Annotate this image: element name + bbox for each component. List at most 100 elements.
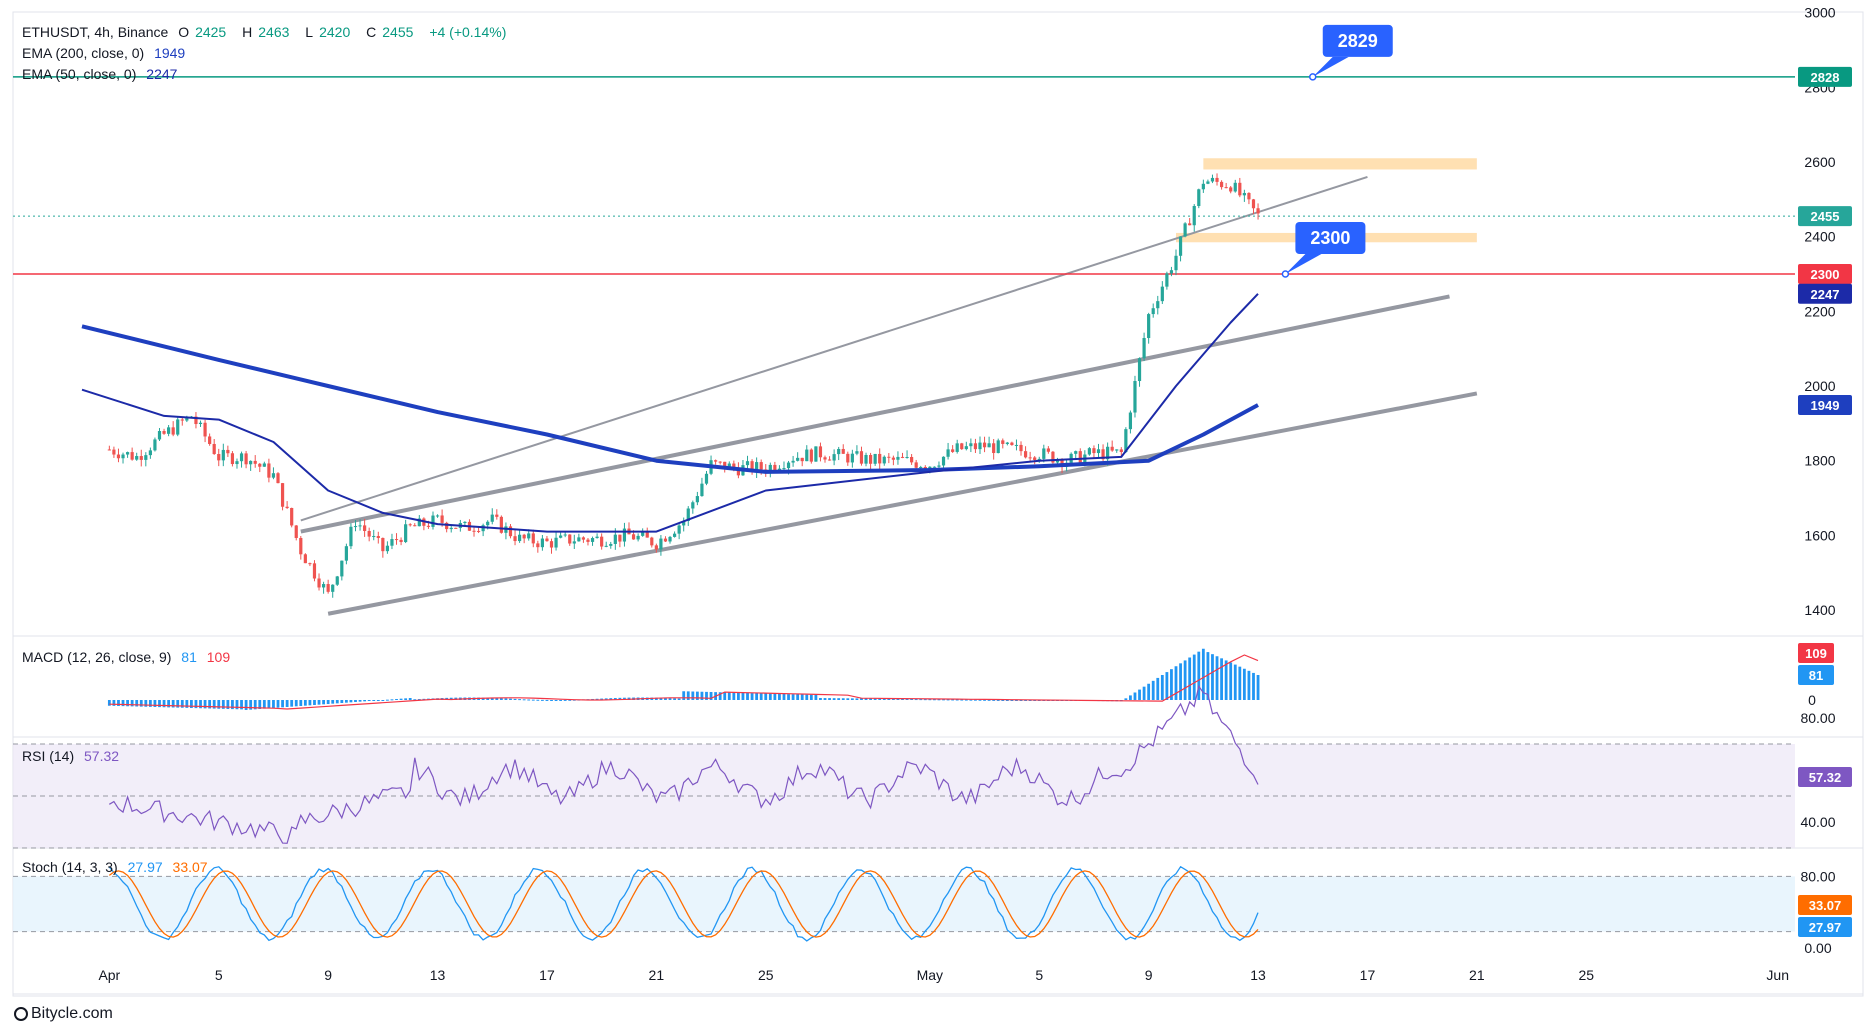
macd-histogram-bar xyxy=(823,698,827,700)
macd-histogram-bar xyxy=(363,700,367,702)
candle-body xyxy=(568,534,572,544)
macd-histogram-bar xyxy=(1256,675,1260,700)
stoch-d-line xyxy=(108,870,1259,938)
candle-body xyxy=(941,456,946,466)
candle-body xyxy=(130,452,134,460)
candle-body xyxy=(495,514,499,517)
macd-histogram-bar xyxy=(281,700,284,708)
price-badge xyxy=(1798,283,1852,304)
price-axis[interactable]: 3000280026002400220020001800160014002828… xyxy=(1798,5,1852,956)
candle-body xyxy=(180,419,184,421)
candle-body xyxy=(910,456,914,463)
candle-body xyxy=(631,534,636,540)
candle-body xyxy=(581,537,586,540)
macd-histogram-bar xyxy=(746,693,749,700)
macd-histogram-bar xyxy=(376,700,380,701)
candle-body xyxy=(1188,223,1192,226)
candle-body xyxy=(654,545,658,550)
candle-body xyxy=(239,453,244,462)
macd-histogram-bar xyxy=(381,700,385,701)
macd-histogram-bar xyxy=(217,700,221,709)
rsi-pane[interactable] xyxy=(13,684,1795,849)
macd-histogram-bar xyxy=(668,698,672,700)
macd-histogram-bar xyxy=(791,694,795,700)
macd-value: 81 xyxy=(181,649,197,665)
macd-histogram-bar xyxy=(996,699,1000,701)
time-tick-label: 13 xyxy=(1250,967,1266,983)
macd-histogram-bar xyxy=(1010,700,1014,701)
macd-histogram-bar xyxy=(358,700,362,702)
macd-histogram-bar xyxy=(536,699,540,701)
candle-body xyxy=(1037,458,1041,461)
macd-histogram-bar xyxy=(267,700,271,709)
macd-histogram-bar xyxy=(554,699,558,701)
candle-body xyxy=(586,539,590,542)
candle-body xyxy=(508,526,513,537)
candle-body xyxy=(919,467,923,469)
stoch-tick-label: 0.00 xyxy=(1804,940,1831,956)
macd-histogram-bar xyxy=(882,698,886,700)
candle-body xyxy=(823,457,827,460)
time-tick-label: 5 xyxy=(1035,967,1043,983)
macd-histogram-bar xyxy=(942,699,945,701)
macd-histogram-bar xyxy=(212,700,216,709)
macd-histogram-bar xyxy=(691,691,695,700)
macd-histogram-bar xyxy=(231,700,234,710)
candle-body xyxy=(449,527,453,530)
channel-line xyxy=(327,391,1478,616)
candle-body xyxy=(891,457,895,460)
macd-histogram-bar xyxy=(203,700,207,709)
price-pane[interactable]: 2829 2300 xyxy=(13,24,1863,995)
macd-histogram-bar xyxy=(531,699,535,701)
macd-histogram-bar xyxy=(1019,700,1023,701)
macd-histogram-bar xyxy=(276,700,280,708)
macd-pane[interactable] xyxy=(107,648,1260,710)
candle-body xyxy=(982,442,987,448)
candle-body xyxy=(732,463,736,468)
macd-histogram-bar xyxy=(1224,660,1228,700)
candle-body xyxy=(659,538,663,550)
macd-histogram-bar xyxy=(718,692,722,700)
candle-body xyxy=(476,530,481,532)
candle-body xyxy=(1042,448,1046,459)
candle-body xyxy=(563,534,567,536)
macd-histogram-bar xyxy=(951,699,955,701)
macd-histogram-bar xyxy=(340,700,344,703)
candle-body xyxy=(135,456,139,460)
macd-histogram-bar xyxy=(1151,680,1155,700)
macd-histogram-bar xyxy=(960,699,964,701)
candle-body xyxy=(230,453,235,465)
stoch-pane[interactable] xyxy=(13,865,1795,942)
macd-histogram-bar xyxy=(285,700,289,707)
candle-body xyxy=(235,461,239,465)
macd-histogram-bar xyxy=(709,692,713,700)
candle-body xyxy=(417,518,421,527)
macd-histogram-bar xyxy=(923,699,927,701)
candle-body xyxy=(1178,236,1183,256)
macd-histogram-bar xyxy=(1192,654,1196,700)
macd-histogram-bar xyxy=(828,698,831,700)
macd-histogram-bar xyxy=(837,698,841,700)
candle-body xyxy=(677,525,681,534)
time-tick-label: 17 xyxy=(1360,967,1376,983)
candle-body xyxy=(700,483,704,497)
candle-body xyxy=(636,535,640,540)
macd-histogram-bar xyxy=(814,694,818,700)
macd-histogram-bar xyxy=(162,700,166,708)
macd-histogram-bar xyxy=(750,693,754,700)
ema200-line xyxy=(81,324,1259,474)
candle-body xyxy=(1242,192,1246,196)
price-tick-label: 2600 xyxy=(1804,154,1835,170)
candle-body xyxy=(618,534,622,542)
time-axis[interactable]: Apr 5 9 13 17 21 25 May 5 9 13 17 21 25 Jun xyxy=(98,967,1789,983)
candle-body xyxy=(887,456,891,458)
candle-body xyxy=(1087,448,1091,455)
price-badge xyxy=(1798,264,1852,284)
price-zone xyxy=(1203,158,1477,170)
ema200-legend: EMA (200, close, 0) 1949 xyxy=(22,45,191,61)
macd-histogram-bar xyxy=(490,697,494,700)
candle-body xyxy=(358,525,362,527)
candle-body xyxy=(805,449,809,462)
footer-brand[interactable]: Bitycle.com xyxy=(14,1005,113,1023)
